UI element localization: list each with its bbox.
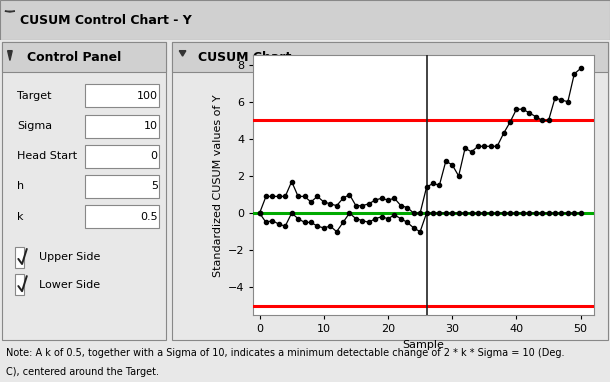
Text: 10: 10 (144, 121, 158, 131)
Text: 0: 0 (151, 151, 158, 161)
FancyBboxPatch shape (85, 145, 159, 168)
Text: CUSUM Control Chart - Y: CUSUM Control Chart - Y (20, 13, 192, 27)
FancyBboxPatch shape (172, 42, 608, 340)
Text: h: h (17, 181, 24, 191)
Text: 100: 100 (137, 91, 158, 101)
Text: CUSUM Chart: CUSUM Chart (198, 51, 292, 64)
Polygon shape (179, 51, 186, 56)
FancyBboxPatch shape (15, 274, 24, 295)
Y-axis label: Standardized CUSUM values of Y: Standardized CUSUM values of Y (214, 94, 223, 277)
FancyBboxPatch shape (15, 247, 24, 268)
FancyBboxPatch shape (85, 205, 159, 228)
X-axis label: Sample: Sample (403, 340, 444, 350)
Text: Control Panel: Control Panel (27, 51, 121, 64)
FancyBboxPatch shape (85, 175, 159, 198)
Text: 5: 5 (151, 181, 158, 191)
Text: Upper Side: Upper Side (39, 253, 101, 262)
FancyBboxPatch shape (2, 42, 166, 340)
Polygon shape (5, 11, 15, 12)
Text: Target: Target (17, 91, 51, 101)
FancyBboxPatch shape (85, 115, 159, 138)
FancyBboxPatch shape (2, 42, 166, 72)
Text: Head Start: Head Start (17, 151, 77, 161)
Text: C), centered around the Target.: C), centered around the Target. (6, 367, 159, 377)
FancyBboxPatch shape (85, 84, 159, 107)
Polygon shape (8, 51, 12, 60)
Text: k: k (17, 212, 23, 222)
Text: 0.5: 0.5 (140, 212, 158, 222)
FancyBboxPatch shape (0, 0, 610, 40)
Text: Note: A k of 0.5, together with a Sigma of 10, indicates a minimum detectable ch: Note: A k of 0.5, together with a Sigma … (6, 348, 565, 358)
FancyBboxPatch shape (172, 42, 608, 72)
Text: Sigma: Sigma (17, 121, 52, 131)
Text: Lower Side: Lower Side (39, 280, 100, 290)
